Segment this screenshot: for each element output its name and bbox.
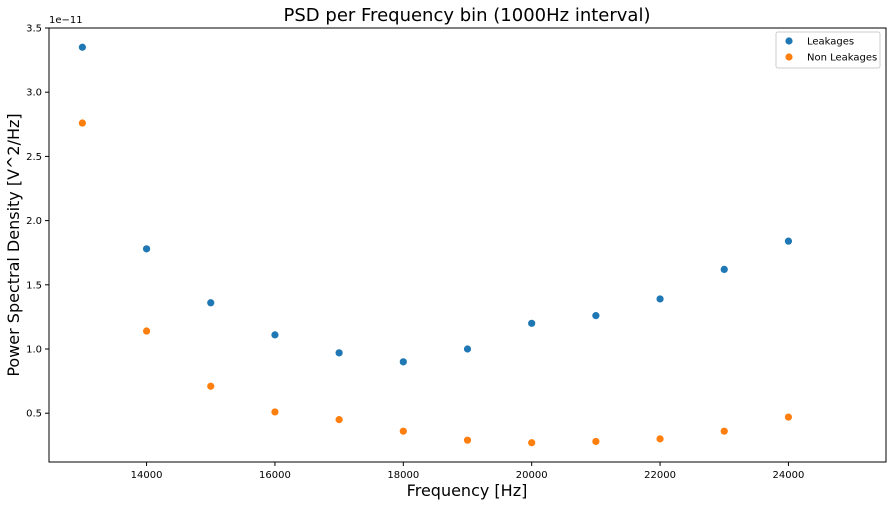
y-tick-label: 1.0 (26, 345, 42, 356)
data-point (335, 349, 343, 357)
y-tick-label: 2.0 (26, 216, 42, 227)
y-tick-label: 1.5 (26, 280, 42, 291)
y-offset-label: 1e−11 (49, 15, 83, 26)
legend-marker (785, 53, 793, 61)
data-point (271, 331, 279, 339)
data-point (142, 327, 151, 335)
chart-title: PSD per Frequency bin (1000Hz interval) (284, 5, 651, 26)
x-tick-label: 24000 (773, 470, 805, 481)
y-axis-label: Power Spectral Density [V^2/Hz] (4, 113, 23, 376)
data-point (528, 439, 536, 447)
data-point (784, 413, 793, 421)
x-tick-label: 20000 (516, 470, 548, 481)
y-axis: 0.5 1.0 1.5 2.0 2.5 3.0 3.5 (26, 24, 49, 420)
x-tick-label: 18000 (387, 470, 419, 481)
data-point (528, 319, 536, 327)
data-point (271, 408, 279, 416)
data-point (399, 358, 407, 366)
x-tick-label: 22000 (644, 470, 676, 481)
plot-area (78, 43, 793, 447)
data-point (399, 427, 407, 435)
data-point (463, 436, 472, 444)
x-tick-label: 14000 (131, 470, 163, 481)
legend-label: Non Leakages (807, 53, 877, 64)
y-tick-label: 2.5 (26, 152, 42, 163)
data-point (656, 435, 664, 443)
data-point (207, 299, 215, 307)
data-point (784, 237, 793, 245)
data-point (720, 427, 728, 435)
data-point (592, 312, 600, 320)
y-tick-label: 3.0 (26, 88, 42, 99)
data-point (335, 416, 343, 424)
legend-marker (785, 37, 793, 45)
legend-box (775, 31, 881, 69)
legend-label: Leakages (807, 37, 854, 48)
series-non-leakages (78, 119, 793, 447)
series-leakages (78, 43, 793, 366)
x-axis-label: Frequency [Hz] (407, 481, 528, 500)
x-axis: 14000 16000 18000 20000 22000 24000 (131, 462, 805, 481)
data-point (78, 43, 86, 51)
axes-frame (48, 27, 887, 463)
legend: Leakages Non Leakages (775, 31, 881, 69)
data-point (142, 245, 151, 253)
data-point (720, 265, 728, 273)
data-point (656, 295, 664, 303)
y-tick-label: 3.5 (26, 24, 42, 35)
data-point (592, 437, 600, 446)
y-tick-label: 0.5 (26, 409, 42, 420)
data-point (463, 345, 472, 353)
data-point (78, 119, 86, 127)
x-tick-label: 16000 (259, 470, 291, 481)
data-point (207, 382, 215, 390)
